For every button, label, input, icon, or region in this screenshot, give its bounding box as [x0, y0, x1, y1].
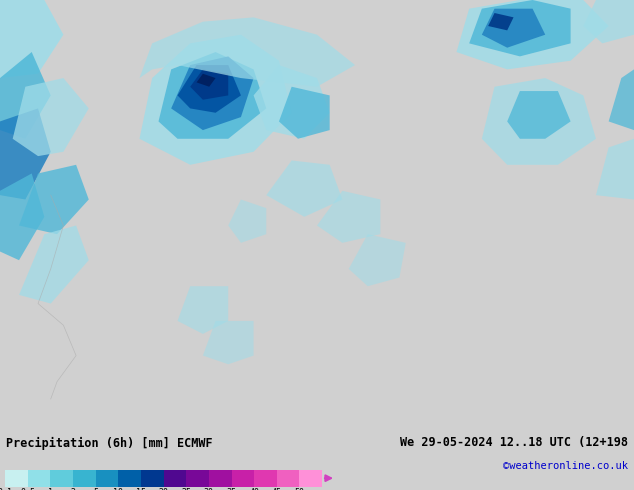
Polygon shape [266, 160, 342, 217]
Text: 45: 45 [272, 488, 281, 490]
Text: We 29-05-2024 12..18 UTC (12+198: We 29-05-2024 12..18 UTC (12+198 [399, 437, 628, 449]
Polygon shape [469, 0, 571, 56]
Polygon shape [0, 173, 44, 260]
Polygon shape [228, 199, 266, 243]
Bar [186, 470, 209, 487]
Bar [50, 470, 73, 487]
Polygon shape [178, 65, 241, 113]
Text: 0.5: 0.5 [20, 488, 36, 490]
Polygon shape [190, 70, 228, 100]
Text: 2: 2 [70, 488, 75, 490]
Polygon shape [19, 225, 89, 304]
Bar [73, 470, 96, 487]
Bar [141, 470, 164, 487]
Polygon shape [171, 56, 254, 130]
Bar [119, 470, 141, 487]
Polygon shape [19, 165, 89, 234]
Polygon shape [456, 0, 609, 70]
Polygon shape [0, 0, 63, 78]
Bar [5, 470, 28, 487]
Polygon shape [583, 0, 634, 44]
Text: 30: 30 [204, 488, 214, 490]
Bar [28, 470, 50, 487]
Bar [277, 470, 299, 487]
Polygon shape [349, 234, 406, 286]
Text: Precipitation (6h) [mm] ECMWF: Precipitation (6h) [mm] ECMWF [6, 437, 213, 449]
Text: 10: 10 [113, 488, 123, 490]
Text: ©weatheronline.co.uk: ©weatheronline.co.uk [503, 461, 628, 471]
Text: 40: 40 [249, 488, 259, 490]
Text: 1: 1 [48, 488, 53, 490]
Polygon shape [596, 139, 634, 199]
Polygon shape [158, 52, 266, 139]
Bar [164, 470, 186, 487]
Polygon shape [178, 286, 228, 334]
Polygon shape [482, 78, 596, 165]
Text: 35: 35 [226, 488, 236, 490]
Polygon shape [609, 70, 634, 130]
Polygon shape [254, 65, 330, 139]
Text: 50: 50 [294, 488, 304, 490]
Text: 25: 25 [181, 488, 191, 490]
Polygon shape [482, 9, 545, 48]
Bar [254, 470, 277, 487]
Bar [96, 470, 119, 487]
Polygon shape [197, 74, 216, 87]
Polygon shape [279, 87, 330, 139]
Polygon shape [317, 191, 380, 243]
Polygon shape [203, 321, 254, 364]
Polygon shape [0, 108, 51, 199]
Text: 0.1: 0.1 [0, 488, 13, 490]
Polygon shape [139, 35, 292, 165]
Text: 20: 20 [158, 488, 169, 490]
Bar [299, 470, 322, 487]
Text: 15: 15 [136, 488, 146, 490]
Polygon shape [488, 13, 514, 30]
Polygon shape [0, 52, 51, 139]
Text: 5: 5 [93, 488, 98, 490]
Polygon shape [13, 78, 89, 156]
Bar [231, 470, 254, 487]
Polygon shape [507, 91, 571, 139]
Bar [209, 470, 231, 487]
Polygon shape [139, 17, 355, 87]
